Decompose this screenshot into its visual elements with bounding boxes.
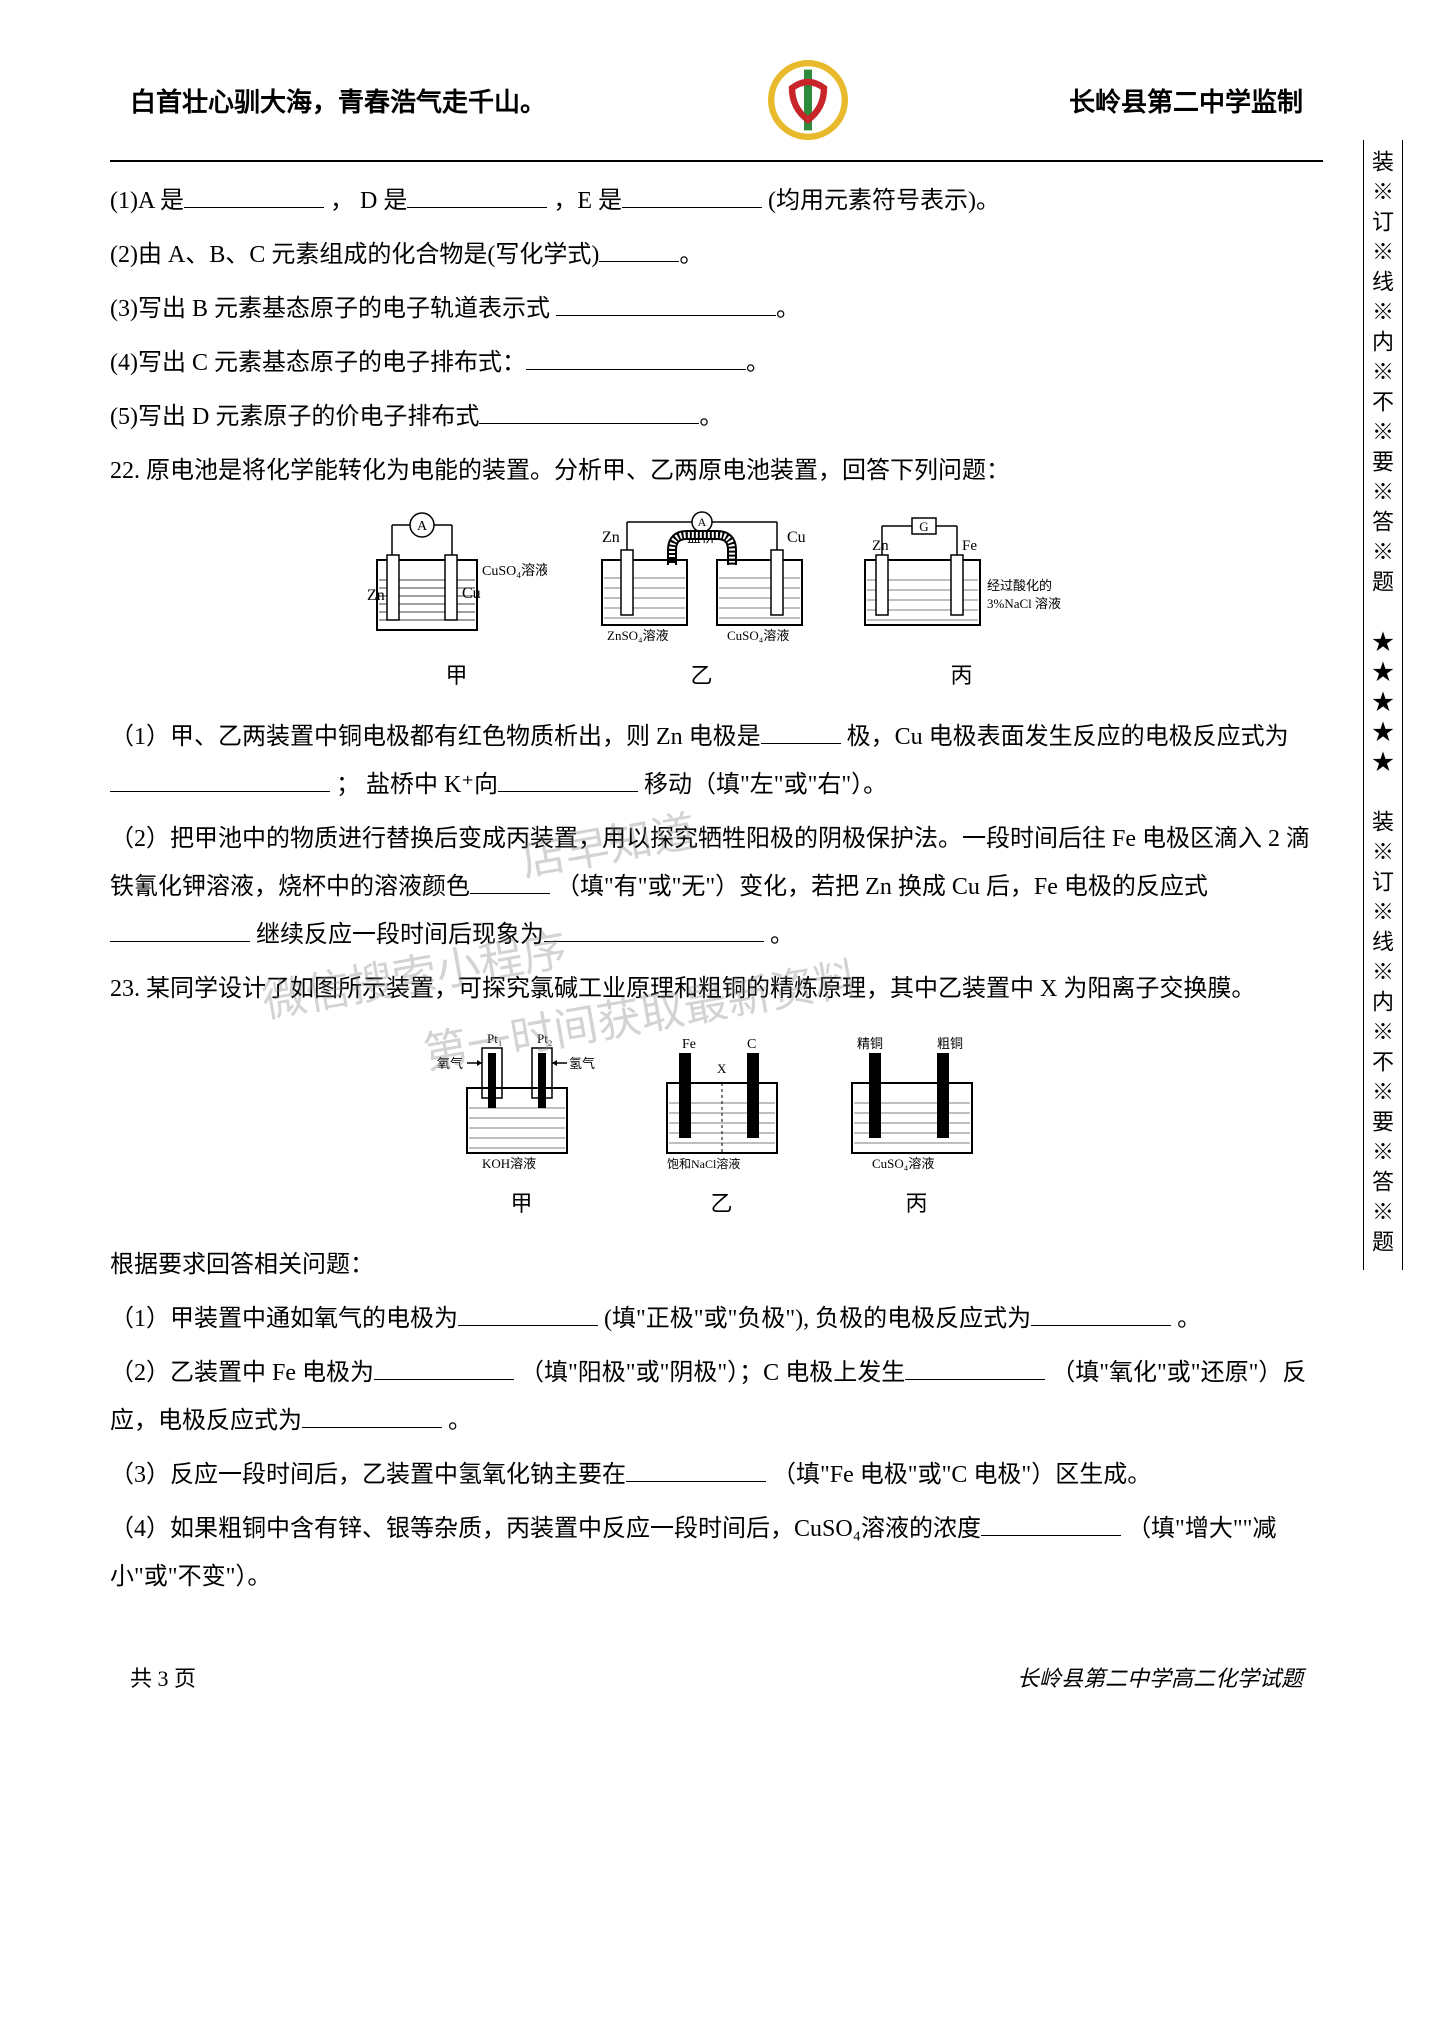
blank bbox=[761, 720, 841, 744]
svg-text:精铜: 精铜 bbox=[857, 1036, 883, 1051]
svg-text:CuSO₄溶液: CuSO₄溶液 bbox=[872, 1156, 934, 1171]
svg-text:粗铜: 粗铜 bbox=[937, 1036, 963, 1051]
svg-text:Zn: Zn bbox=[367, 587, 385, 604]
blank bbox=[110, 918, 250, 942]
svg-text:Zn: Zn bbox=[872, 538, 889, 554]
blank bbox=[1031, 1302, 1171, 1326]
blank bbox=[905, 1356, 1045, 1380]
svg-text:G: G bbox=[919, 519, 928, 534]
svg-text:经过酸化的: 经过酸化的 bbox=[987, 578, 1052, 593]
svg-text:CuSO₄溶液: CuSO₄溶液 bbox=[727, 628, 789, 643]
blank bbox=[110, 768, 330, 792]
q22-1: （1）甲、乙两装置中铜电极都有红色物质析出，则 Zn 电极是 极，Cu 电极表面… bbox=[110, 713, 1323, 809]
diagram-yi: A Zn Cu 盐桥 bbox=[587, 510, 817, 698]
footer-left: 共 3 页 bbox=[130, 1661, 196, 1693]
diagram-bing: G Zn Fe 经过酸化的 3%NaCl 溶 bbox=[857, 510, 1067, 698]
blank bbox=[470, 870, 550, 894]
q21-1: (1)A 是 ， D 是 ，E 是 (均用元素符号表示)。 bbox=[110, 177, 1323, 225]
diagram-yi23: Fe C X 饱和NaCl溶液 乙 bbox=[647, 1028, 797, 1226]
page-footer: 共 3 页 长岭县第二中学高二化学试题 bbox=[110, 1661, 1323, 1693]
blank bbox=[458, 1302, 598, 1326]
q22-diagrams: A Zn CuSO₄溶液 Cu bbox=[110, 510, 1323, 698]
svg-text:C: C bbox=[747, 1037, 756, 1052]
svg-text:Cu: Cu bbox=[787, 529, 806, 546]
binding-strip: 装※订※线※内※不※要※答※题 ★★★★★ 装※订※线※内※不※要※答※题 bbox=[1363, 140, 1403, 1270]
q22-intro: 22. 原电池是将化学能转化为电能的装置。分析甲、乙两原电池装置，回答下列问题： bbox=[110, 447, 1323, 495]
svg-text:Fe: Fe bbox=[962, 538, 977, 554]
svg-text:Zn: Zn bbox=[602, 529, 620, 546]
blank bbox=[556, 292, 776, 316]
svg-text:Pt₂: Pt₂ bbox=[537, 1031, 552, 1046]
diagram-bing23: 精铜 粗铜 CuSO₄溶液 丙 bbox=[837, 1028, 997, 1226]
svg-text:氧气: 氧气 bbox=[437, 1056, 463, 1071]
svg-text:Pt₁: Pt₁ bbox=[487, 1031, 502, 1046]
footer-right: 长岭县第二中学高二化学试题 bbox=[1017, 1661, 1303, 1693]
svg-text:CuSO₄溶液: CuSO₄溶液 bbox=[482, 563, 547, 579]
content-body: (1)A 是 ， D 是 ，E 是 (均用元素符号表示)。 (2)由 A、B、C… bbox=[110, 177, 1323, 1601]
svg-text:A: A bbox=[416, 519, 427, 534]
blank bbox=[498, 768, 638, 792]
q23-4: （4）如果粗铜中含有锌、银等杂质，丙装置中反应一段时间后，CuSO₄溶液的浓度 … bbox=[110, 1505, 1323, 1601]
svg-text:氢气: 氢气 bbox=[569, 1056, 595, 1071]
svg-text:KOH溶液: KOH溶液 bbox=[482, 1156, 536, 1171]
blank bbox=[302, 1404, 442, 1428]
q23-2: （2）乙装置中 Fe 电极为 （填"阳极"或"阴极"）；C 电极上发生 （填"氧… bbox=[110, 1349, 1323, 1445]
svg-text:A: A bbox=[697, 515, 706, 529]
diagram-jia23: Pt₁ Pt₂ 氧气 氢气 bbox=[437, 1028, 607, 1226]
svg-text:X: X bbox=[717, 1061, 727, 1076]
q23-1: （1）甲装置中通如氧气的电极为 (填"正极"或"负极"), 负极的电极反应式为 … bbox=[110, 1295, 1323, 1343]
blank bbox=[544, 918, 764, 942]
page-header: 白首壮心驯大海，青春浩气走千山。 长岭县第二中学监制 bbox=[110, 60, 1323, 140]
blank bbox=[184, 184, 324, 208]
blank bbox=[479, 400, 699, 424]
svg-text:3%NaCl 溶液: 3%NaCl 溶液 bbox=[987, 596, 1061, 611]
blank bbox=[374, 1356, 514, 1380]
q21-2: (2)由 A、B、C 元素组成的化合物是(写化学式)。 bbox=[110, 231, 1323, 279]
blank bbox=[626, 1458, 766, 1482]
header-rule bbox=[110, 160, 1323, 162]
q22-2: （2）把甲池中的物质进行替换后变成丙装置，用以探究牺牲阳极的阴极保护法。一段时间… bbox=[110, 815, 1323, 959]
blank bbox=[599, 238, 679, 262]
q21-5: (5)写出 D 元素原子的价电子排布式。 bbox=[110, 393, 1323, 441]
svg-text:饱和NaCl溶液: 饱和NaCl溶液 bbox=[667, 1156, 740, 1171]
school-logo bbox=[768, 60, 848, 140]
svg-text:Cu: Cu bbox=[462, 585, 481, 602]
blank bbox=[526, 346, 746, 370]
q23-3: （3）反应一段时间后，乙装置中氢氧化钠主要在 （填"Fe 电极"或"C 电极"）… bbox=[110, 1451, 1323, 1499]
q21-4: (4)写出 C 元素基态原子的电子排布式：。 bbox=[110, 339, 1323, 387]
q21-3: (3)写出 B 元素基态原子的电子轨道表示式 。 bbox=[110, 285, 1323, 333]
svg-text:ZnSO₄溶液: ZnSO₄溶液 bbox=[607, 628, 669, 643]
header-motto: 白首壮心驯大海，青春浩气走千山。 bbox=[130, 82, 546, 119]
blank bbox=[407, 184, 547, 208]
header-school: 长岭县第二中学监制 bbox=[1069, 82, 1303, 119]
q23-diagrams: Pt₁ Pt₂ 氧气 氢气 bbox=[110, 1028, 1323, 1226]
q23-intro: 23. 某同学设计了如图所示装置，可探究氯碱工业原理和粗铜的精炼原理，其中乙装置… bbox=[110, 965, 1323, 1013]
diagram-jia: A Zn CuSO₄溶液 Cu bbox=[367, 510, 547, 698]
blank bbox=[622, 184, 762, 208]
q23-lead: 根据要求回答相关问题： bbox=[110, 1241, 1323, 1289]
blank bbox=[981, 1512, 1121, 1536]
svg-text:Fe: Fe bbox=[682, 1037, 696, 1052]
